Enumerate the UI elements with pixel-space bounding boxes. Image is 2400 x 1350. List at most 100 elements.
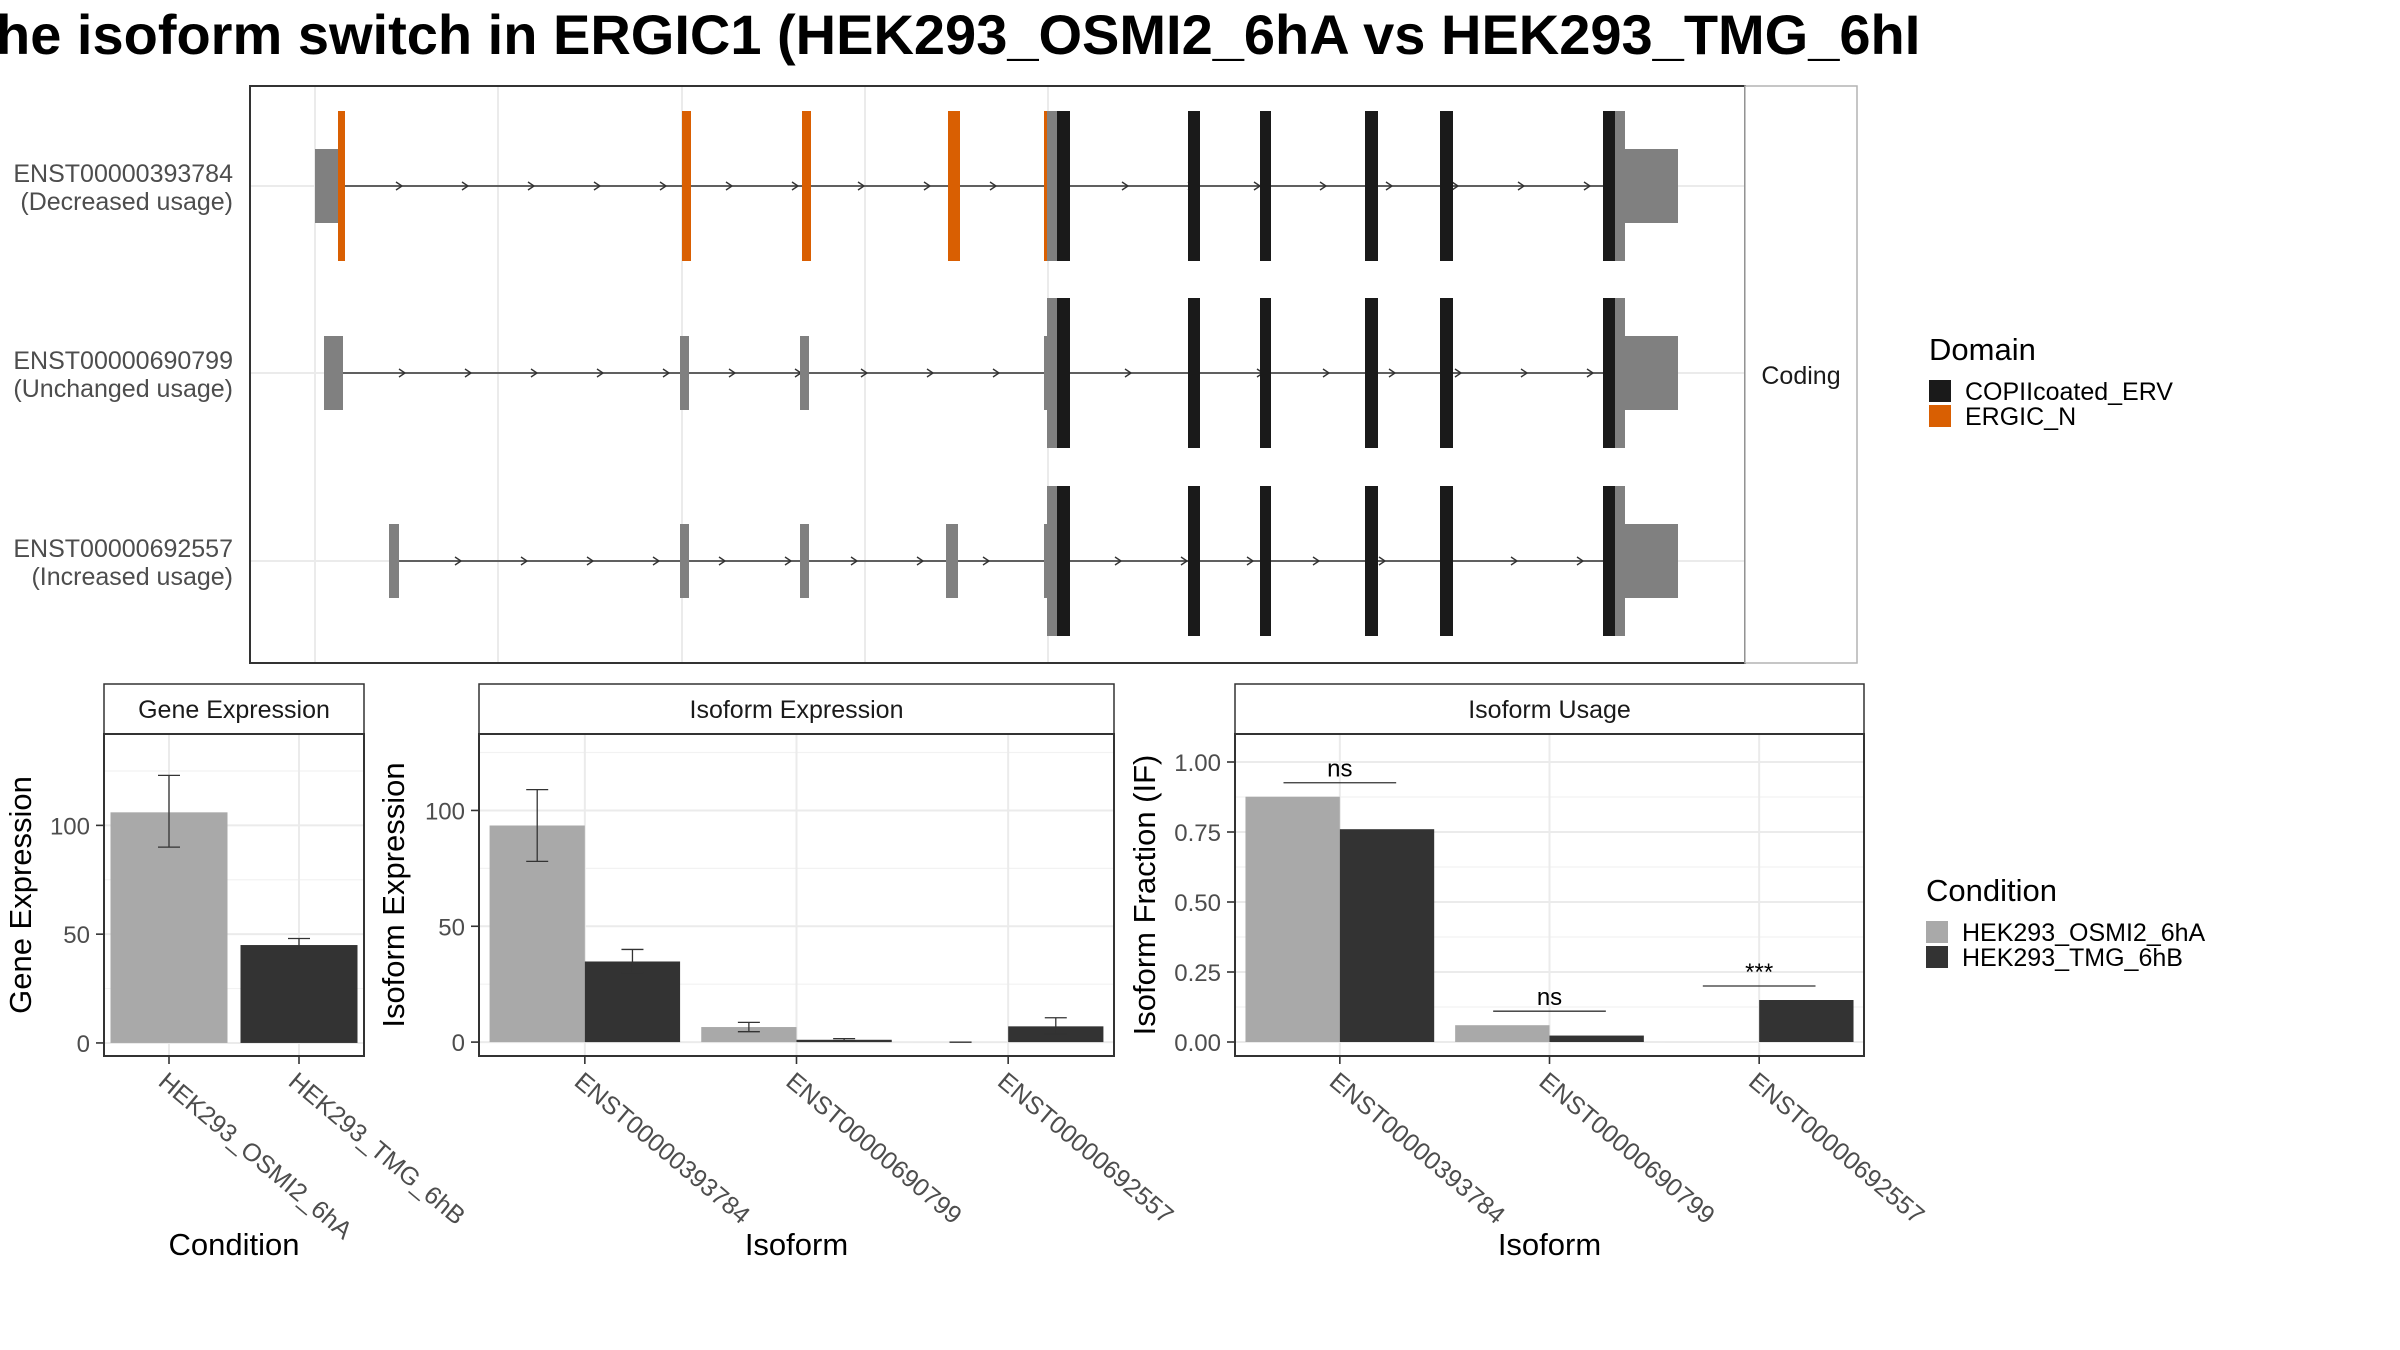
bar: [1759, 1000, 1854, 1042]
domain-legend-label: ERGIC_N: [1965, 403, 2076, 431]
facet-strip-label: Isoform Usage: [1468, 696, 1631, 724]
exon-utr: [946, 524, 958, 598]
intron-direction-arrow: [1520, 368, 1529, 378]
domain-legend-label: COPIIcoated_ERV: [1965, 378, 2173, 406]
y-tick-label: 0: [452, 1030, 465, 1057]
intron-direction-arrow: [395, 181, 404, 191]
isoform-label-id: ENST00000690799: [13, 347, 233, 375]
y-axis-title: Gene Expression: [3, 776, 38, 1014]
intron-direction-arrow: [1121, 181, 1130, 191]
x-axis-title: Isoform: [745, 1227, 848, 1262]
exon-copii-domain: [1440, 111, 1453, 261]
exon-copii-domain: [1057, 298, 1070, 448]
intron-direction-arrow: [791, 181, 800, 191]
exon-copii-domain: [1188, 298, 1200, 448]
exon-ergic-domain: [682, 111, 691, 261]
x-tick-label: ENST00000393784: [1324, 1067, 1510, 1230]
x-tick-label: ENST00000393784: [569, 1067, 755, 1230]
intron-direction-arrow: [916, 556, 925, 566]
plot-panel-border: [103, 733, 365, 1057]
exon-copii-domain: [1603, 298, 1615, 448]
intron-direction-arrow: [527, 181, 536, 191]
y-tick-label: 0: [77, 1031, 90, 1058]
exon-copii-domain: [1603, 111, 1615, 261]
bar: [240, 945, 358, 1043]
y-tick-label: 0.75: [1174, 820, 1221, 847]
facet-strip: [1234, 683, 1865, 735]
intron-direction-arrow: [652, 556, 661, 566]
facet-strip-label: Gene Expression: [138, 696, 330, 724]
bar: [110, 812, 228, 1043]
condition-legend-title: Condition: [1926, 873, 2057, 908]
intron-direction-arrow: [860, 368, 869, 378]
intron-direction-arrow: [1319, 181, 1328, 191]
domain-legend-title: Domain: [1929, 332, 2036, 367]
exon-utr: [324, 336, 343, 410]
exon-utr: [1047, 486, 1058, 636]
intron-direction-arrow: [596, 368, 605, 378]
isoform-label-id: ENST00000393784: [13, 160, 233, 188]
exon-utr: [1047, 298, 1058, 448]
significance-label: ns: [1327, 756, 1352, 783]
exon-copii-domain: [1188, 486, 1200, 636]
exon-copii-domain: [1057, 486, 1070, 636]
coding-strip-label: Coding: [1761, 362, 1840, 390]
exon-utr: [315, 149, 340, 223]
exon-utr: [680, 524, 689, 598]
intron-direction-arrow: [659, 181, 668, 191]
domain-legend-key-ergic: [1929, 405, 1951, 427]
facet-strip: [103, 683, 365, 735]
exon-utr: [1625, 149, 1678, 223]
intron-direction-arrow: [1312, 556, 1321, 566]
intron-direction-arrow: [989, 181, 998, 191]
intron-direction-arrow: [1576, 556, 1585, 566]
exon-utr: [1625, 524, 1678, 598]
bar: [701, 1027, 797, 1043]
bar: [584, 961, 681, 1043]
y-tick-label: 1.00: [1174, 750, 1221, 777]
exon-copii-domain: [1365, 111, 1378, 261]
exon-utr: [800, 336, 809, 410]
exon-ergic-domain: [948, 111, 960, 261]
intron-direction-arrow: [1180, 556, 1189, 566]
exon-utr: [389, 524, 399, 598]
intron-direction-arrow: [520, 556, 529, 566]
intron-direction-arrow: [464, 368, 473, 378]
isoform-label-usage: (Decreased usage): [20, 188, 233, 216]
intron-direction-arrow: [1378, 556, 1387, 566]
exon-utr: [1047, 111, 1058, 261]
intron-direction-arrow: [1517, 181, 1526, 191]
condition-legend-key-a: [1926, 921, 1948, 943]
exon-copii-domain: [1365, 486, 1378, 636]
y-tick-label: 50: [438, 914, 465, 941]
intron-direction-arrow: [1454, 368, 1463, 378]
domain-legend-key-copii: [1929, 380, 1951, 402]
significance-label: ***: [1745, 959, 1773, 986]
intron-direction-arrow: [1510, 556, 1519, 566]
bar: [1339, 829, 1435, 1042]
intron-direction-arrow: [1124, 368, 1133, 378]
x-tick-label: ENST00000690799: [781, 1067, 967, 1230]
exon-copii-domain: [1603, 486, 1615, 636]
y-tick-label: 0.50: [1174, 890, 1221, 917]
x-tick-label: ENST00000692557: [992, 1067, 1178, 1230]
facet-strip-label: Isoform Expression: [690, 696, 904, 724]
exon-copii-domain: [1260, 486, 1271, 636]
facet-strip: [478, 683, 1115, 735]
isoform-label-id: ENST00000692557: [13, 535, 233, 563]
intron-direction-arrow: [1385, 181, 1394, 191]
intron-direction-arrow: [923, 181, 932, 191]
condition-legend-label: HEK293_OSMI2_6hA: [1962, 919, 2206, 947]
exon-utr: [1615, 111, 1625, 261]
y-axis-title: Isoform Expression: [376, 762, 411, 1027]
exon-utr: [680, 336, 689, 410]
intron-direction-arrow: [718, 556, 727, 566]
exon-ergic-domain: [802, 111, 811, 261]
intron-direction-arrow: [454, 556, 463, 566]
intron-direction-arrow: [728, 368, 737, 378]
bar: [1455, 1025, 1550, 1042]
intron-direction-arrow: [586, 556, 595, 566]
y-tick-label: 100: [425, 798, 465, 825]
intron-direction-arrow: [1322, 368, 1331, 378]
intron-direction-arrow: [530, 368, 539, 378]
